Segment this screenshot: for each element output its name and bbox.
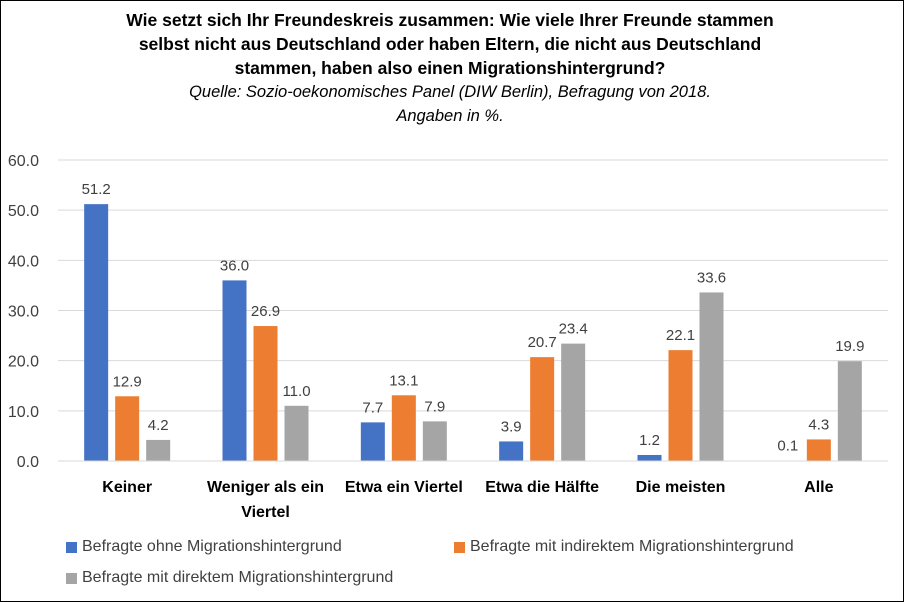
x-tick-label: Die meisten (636, 479, 726, 496)
data-label: 19.9 (835, 338, 864, 355)
data-label: 7.7 (362, 399, 383, 416)
data-label: 0.1 (777, 437, 798, 454)
bar (84, 204, 109, 461)
bar (222, 280, 247, 461)
y-tick-label: 50.0 (8, 203, 39, 220)
y-tick-label: 30.0 (8, 304, 39, 321)
chart-subtitle-line: Angaben in %. (396, 107, 504, 125)
data-label: 12.9 (113, 373, 142, 390)
bar (253, 326, 278, 461)
bar (806, 439, 831, 461)
x-tick-label: Etwa ein Viertel (345, 479, 463, 496)
chart-title-line: stammen, haben also einen Migrationshint… (234, 58, 666, 78)
data-label: 11.0 (282, 383, 310, 400)
chart-title-line: Wie setzt sich Ihr Freundeskreis zusamme… (126, 10, 774, 30)
bar (637, 454, 662, 461)
bar (115, 396, 140, 461)
y-tick-label: 60.0 (8, 153, 39, 170)
data-label: 4.3 (808, 416, 829, 433)
y-tick-label: 10.0 (8, 404, 39, 421)
bar (360, 422, 385, 461)
bar (668, 350, 693, 461)
y-tick-label: 40.0 (8, 253, 39, 270)
bar (284, 405, 309, 461)
data-label: 51.2 (82, 181, 111, 198)
y-tick-label: 20.0 (8, 354, 39, 371)
data-label: 7.9 (424, 398, 445, 415)
x-tick-label: Keiner (102, 479, 152, 496)
chart-subtitle-line: Quelle: Sozio-oekonomisches Panel (DIW B… (189, 83, 711, 101)
data-label: 1.2 (639, 432, 660, 449)
chart-title-block: Wie setzt sich Ihr Freundeskreis zusamme… (60, 8, 840, 128)
data-label: 13.1 (389, 372, 418, 389)
bar (530, 357, 555, 461)
data-label: 23.4 (559, 321, 588, 338)
bar (837, 361, 862, 461)
x-tick-label: Viertel (241, 504, 290, 521)
y-tick-label: 0.0 (17, 454, 39, 471)
data-label: 36.0 (220, 257, 249, 274)
bar (391, 395, 416, 461)
bar (561, 343, 586, 461)
bar (699, 292, 724, 461)
data-label: 20.7 (528, 334, 557, 351)
data-label: 22.1 (666, 327, 695, 344)
x-tick-label: Etwa die Hälfte (485, 479, 599, 496)
x-tick-label: Weniger als ein (207, 479, 324, 496)
bar (422, 421, 447, 461)
bar (499, 441, 524, 461)
data-label: 4.2 (148, 417, 169, 434)
x-tick-label: Alle (804, 479, 833, 496)
data-label: 3.9 (501, 418, 522, 435)
data-label: 33.6 (697, 269, 726, 286)
data-label: 26.9 (251, 303, 280, 320)
bar (146, 439, 171, 461)
chart-title-line: selbst nicht aus Deutschland oder haben … (138, 34, 762, 54)
